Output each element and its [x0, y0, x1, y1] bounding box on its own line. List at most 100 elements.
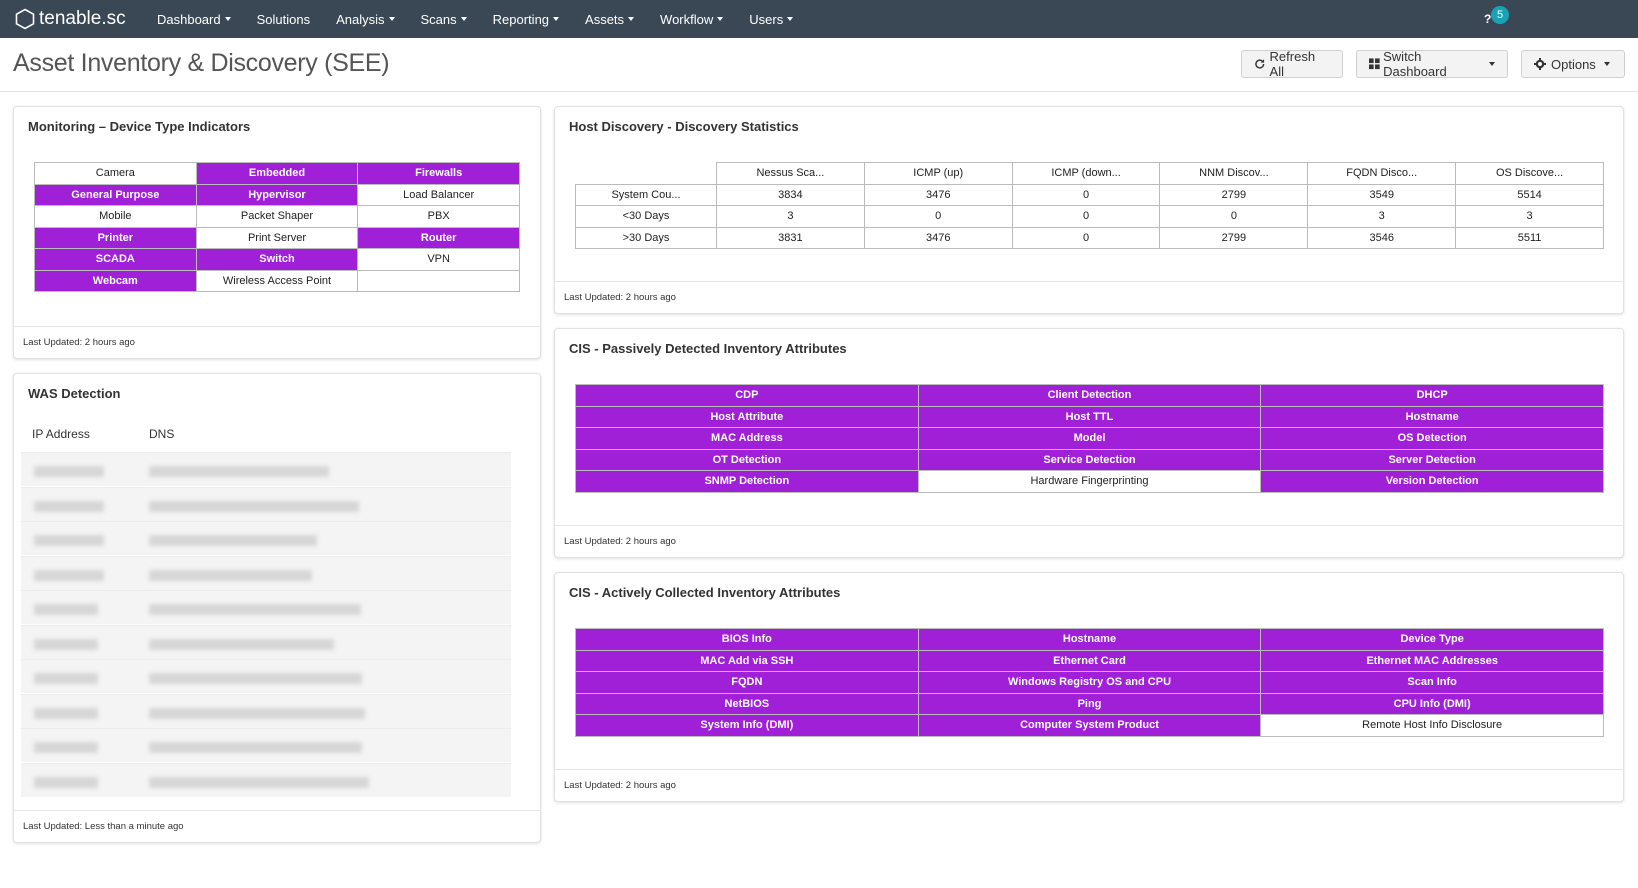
indicator-pbx[interactable]: PBX — [357, 205, 520, 228]
indicator-router[interactable]: Router — [357, 226, 520, 249]
stats-column-header[interactable]: ICMP (down... — [1011, 162, 1161, 185]
redacted-ip-address — [34, 707, 98, 719]
indicator-ot-detection[interactable]: OT Detection — [575, 448, 919, 471]
tenable-logo[interactable]: tenable.sc — [14, 8, 134, 30]
indicator-version-detection[interactable]: Version Detection — [1260, 470, 1604, 493]
stats-value-cell[interactable]: 0 — [1011, 183, 1161, 206]
main-menu: Dashboard Solutions Analysis Scans Reporting… — [144, 0, 806, 38]
stats-value-cell[interactable]: 2799 — [1159, 226, 1309, 249]
indicator-mac-address[interactable]: MAC Address — [575, 427, 919, 450]
indicator-wireless-access-point[interactable]: Wireless Access Point — [195, 269, 359, 292]
stats-value-cell[interactable]: 5511 — [1455, 226, 1604, 249]
indicator-embedded[interactable]: Embedded — [195, 162, 359, 185]
nav-item-reporting[interactable]: Reporting — [480, 0, 572, 38]
indicator-host-ttl[interactable]: Host TTL — [917, 405, 1262, 428]
was-result-row[interactable] — [21, 521, 511, 555]
indicator-hypervisor[interactable]: Hypervisor — [195, 183, 359, 206]
ip-address-header[interactable]: IP Address — [32, 427, 90, 441]
stats-value-cell[interactable]: 3834 — [716, 183, 865, 206]
was-result-row[interactable] — [21, 762, 511, 797]
indicator-dhcp[interactable]: DHCP — [1260, 384, 1604, 407]
stats-value-cell[interactable]: 3476 — [863, 226, 1013, 249]
indicator-print-server[interactable]: Print Server — [195, 226, 359, 249]
stats-value-cell[interactable]: 0 — [1011, 226, 1161, 249]
nav-item-analysis[interactable]: Analysis — [323, 0, 407, 38]
stats-value-cell[interactable]: 0 — [1159, 205, 1309, 228]
indicator-client-detection[interactable]: Client Detection — [917, 384, 1262, 407]
was-result-row[interactable] — [21, 624, 511, 659]
stats-value-cell[interactable]: 0 — [1011, 205, 1161, 228]
indicator-scan-info[interactable]: Scan Info — [1260, 671, 1604, 694]
stats-column-header[interactable]: OS Discove... — [1455, 162, 1604, 185]
nav-item-solutions[interactable]: Solutions — [244, 0, 323, 38]
indicator-ethernet-card[interactable]: Ethernet Card — [917, 649, 1262, 672]
notifications-button[interactable]: ? 5 — [1482, 6, 1512, 32]
indicator-bios-info[interactable]: BIOS Info — [575, 628, 919, 651]
indicator-os-detection[interactable]: OS Detection — [1260, 427, 1604, 450]
indicator-printer[interactable]: Printer — [34, 226, 197, 249]
indicator-ethernet-mac-addresses[interactable]: Ethernet MAC Addresses — [1260, 649, 1604, 672]
stats-column-header[interactable]: ICMP (up) — [863, 162, 1013, 185]
stats-value-cell[interactable]: 3 — [716, 205, 865, 228]
indicator-server-detection[interactable]: Server Detection — [1260, 448, 1604, 471]
nav-item-scans[interactable]: Scans — [408, 0, 480, 38]
nav-item-users[interactable]: Users — [736, 0, 806, 38]
indicator-webcam[interactable]: Webcam — [34, 269, 197, 292]
stats-value-cell[interactable]: 2799 — [1159, 183, 1309, 206]
options-button[interactable]: Options — [1521, 50, 1625, 78]
indicator-hostname[interactable]: Hostname — [917, 628, 1262, 651]
indicator-packet-shaper[interactable]: Packet Shaper — [195, 205, 359, 228]
help-icon: ? — [1484, 12, 1492, 26]
indicator-service-detection[interactable]: Service Detection — [917, 448, 1262, 471]
indicator-mobile[interactable]: Mobile — [34, 205, 197, 228]
stats-value-cell[interactable]: 3 — [1307, 205, 1457, 228]
indicator-hostname[interactable]: Hostname — [1260, 405, 1604, 428]
stats-value-cell[interactable]: 3476 — [863, 183, 1013, 206]
indicator-general-purpose[interactable]: General Purpose — [34, 183, 197, 206]
was-result-row[interactable] — [21, 590, 511, 624]
indicator-switch[interactable]: Switch — [195, 248, 359, 271]
indicator-firewalls[interactable]: Firewalls — [357, 162, 520, 185]
nav-item-label: Scans — [420, 11, 457, 27]
indicator-cdp[interactable]: CDP — [575, 384, 919, 407]
stats-column-header[interactable]: FQDN Disco... — [1307, 162, 1457, 185]
indicator-device-type[interactable]: Device Type — [1260, 628, 1604, 651]
was-result-row[interactable] — [21, 693, 511, 728]
was-result-row[interactable] — [21, 555, 511, 590]
indicator-computer-system-product[interactable]: Computer System Product — [917, 714, 1262, 737]
stats-value-cell[interactable]: 0 — [863, 205, 1013, 228]
nav-item-workflow[interactable]: Workflow — [647, 0, 736, 38]
nav-item-dashboard[interactable]: Dashboard — [144, 0, 244, 38]
indicator-vpn[interactable]: VPN — [357, 248, 520, 271]
stats-value-cell[interactable]: 3 — [1455, 205, 1604, 228]
indicator-mac-add-via-ssh[interactable]: MAC Add via SSH — [575, 649, 919, 672]
was-result-row[interactable] — [21, 659, 511, 693]
stats-value-cell[interactable]: 3546 — [1307, 226, 1457, 249]
was-result-row[interactable] — [21, 452, 511, 486]
indicator-load-balancer[interactable]: Load Balancer — [357, 183, 520, 206]
was-result-row[interactable] — [21, 486, 511, 521]
switch-dashboard-button[interactable]: Switch Dashboard — [1356, 49, 1508, 79]
stats-value-cell[interactable]: 3549 — [1307, 183, 1457, 206]
indicator-camera[interactable]: Camera — [34, 162, 197, 185]
indicator-model[interactable]: Model — [917, 427, 1262, 450]
nav-item-assets[interactable]: Assets — [572, 0, 647, 38]
refresh-all-button[interactable]: Refresh All — [1241, 49, 1343, 79]
indicator-windows-registry-os-and-cpu[interactable]: Windows Registry OS and CPU — [917, 671, 1262, 694]
stats-column-header[interactable]: Nessus Sca... — [716, 162, 865, 185]
was-result-row[interactable] — [21, 728, 511, 762]
indicator-snmp-detection[interactable]: SNMP Detection — [575, 470, 919, 493]
stats-value-cell[interactable]: 3831 — [716, 226, 865, 249]
dns-header[interactable]: DNS — [149, 427, 175, 441]
indicator-cpu-info-dmi[interactable]: CPU Info (DMI) — [1260, 692, 1604, 715]
stats-column-header[interactable]: NNM Discov... — [1159, 162, 1309, 185]
stats-value-cell[interactable]: 5514 — [1455, 183, 1604, 206]
indicator-system-info-dmi[interactable]: System Info (DMI) — [575, 714, 919, 737]
indicator-hardware-fingerprinting[interactable]: Hardware Fingerprinting — [917, 470, 1262, 493]
indicator-netbios[interactable]: NetBIOS — [575, 692, 919, 715]
indicator-scada[interactable]: SCADA — [34, 248, 197, 271]
indicator-fqdn[interactable]: FQDN — [575, 671, 919, 694]
indicator-ping[interactable]: Ping — [917, 692, 1262, 715]
indicator-remote-host-info-disclosure[interactable]: Remote Host Info Disclosure — [1260, 714, 1604, 737]
indicator-host-attribute[interactable]: Host Attribute — [575, 405, 919, 428]
